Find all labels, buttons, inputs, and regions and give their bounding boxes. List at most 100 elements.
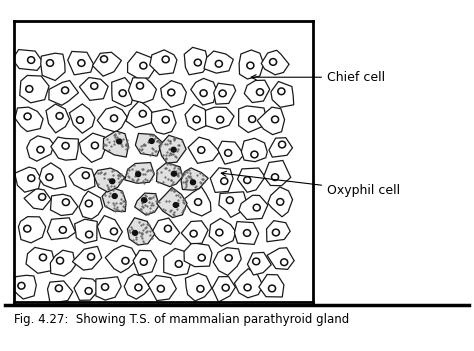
Circle shape: [157, 285, 164, 292]
Circle shape: [169, 91, 173, 94]
Circle shape: [25, 227, 29, 231]
Circle shape: [177, 262, 181, 266]
Polygon shape: [94, 168, 125, 192]
Circle shape: [272, 116, 279, 123]
Circle shape: [225, 254, 232, 261]
Polygon shape: [96, 277, 121, 300]
Circle shape: [123, 259, 128, 263]
Circle shape: [26, 86, 33, 92]
Circle shape: [164, 118, 168, 122]
Circle shape: [164, 58, 168, 61]
Circle shape: [278, 200, 282, 204]
Polygon shape: [50, 194, 78, 216]
Circle shape: [93, 144, 97, 147]
Circle shape: [57, 286, 61, 290]
Circle shape: [268, 285, 276, 292]
Circle shape: [198, 254, 205, 261]
Circle shape: [58, 259, 62, 263]
Circle shape: [85, 200, 92, 207]
Circle shape: [140, 62, 147, 69]
Circle shape: [64, 144, 68, 148]
Polygon shape: [92, 52, 121, 76]
Circle shape: [279, 90, 283, 93]
Polygon shape: [11, 275, 36, 299]
Polygon shape: [268, 187, 292, 217]
Circle shape: [220, 92, 225, 95]
Circle shape: [191, 180, 195, 185]
Polygon shape: [237, 168, 265, 192]
Circle shape: [29, 58, 33, 62]
Polygon shape: [235, 269, 263, 298]
Polygon shape: [128, 77, 156, 103]
Polygon shape: [269, 138, 292, 157]
Circle shape: [159, 287, 163, 291]
Polygon shape: [264, 160, 291, 186]
Polygon shape: [261, 50, 289, 75]
Polygon shape: [75, 219, 97, 243]
Circle shape: [121, 91, 125, 95]
Circle shape: [273, 175, 277, 179]
Circle shape: [200, 90, 207, 97]
Circle shape: [149, 139, 154, 144]
Circle shape: [46, 174, 53, 180]
Circle shape: [162, 56, 169, 63]
Circle shape: [173, 203, 178, 207]
Polygon shape: [112, 78, 134, 107]
Circle shape: [198, 147, 205, 153]
Circle shape: [193, 116, 201, 123]
Polygon shape: [184, 47, 209, 75]
Circle shape: [281, 259, 288, 266]
Circle shape: [166, 227, 170, 231]
Polygon shape: [239, 50, 264, 79]
Circle shape: [133, 231, 137, 235]
Polygon shape: [97, 216, 122, 241]
Circle shape: [112, 230, 116, 233]
Circle shape: [27, 87, 31, 91]
Polygon shape: [218, 141, 244, 164]
Polygon shape: [47, 281, 73, 304]
Polygon shape: [213, 248, 241, 276]
Circle shape: [38, 193, 46, 200]
Circle shape: [63, 88, 67, 92]
Circle shape: [140, 259, 147, 265]
Circle shape: [92, 84, 96, 88]
Circle shape: [217, 62, 221, 66]
Circle shape: [136, 172, 141, 177]
Circle shape: [194, 199, 202, 205]
Circle shape: [253, 204, 260, 211]
Circle shape: [18, 282, 25, 289]
Circle shape: [245, 231, 249, 235]
Polygon shape: [161, 81, 186, 107]
Circle shape: [64, 200, 68, 204]
Polygon shape: [185, 273, 212, 301]
Circle shape: [222, 179, 226, 183]
Polygon shape: [135, 193, 159, 215]
Circle shape: [87, 233, 91, 236]
Circle shape: [244, 284, 251, 291]
Polygon shape: [209, 218, 236, 246]
Polygon shape: [18, 217, 46, 243]
Circle shape: [196, 200, 200, 204]
Circle shape: [100, 56, 108, 62]
Circle shape: [112, 194, 117, 198]
Circle shape: [221, 178, 228, 185]
Circle shape: [219, 90, 226, 97]
Polygon shape: [51, 137, 78, 160]
Circle shape: [168, 89, 175, 96]
Circle shape: [190, 230, 197, 237]
Circle shape: [194, 59, 201, 66]
Polygon shape: [20, 75, 49, 103]
Circle shape: [88, 253, 95, 260]
Polygon shape: [136, 133, 163, 156]
Circle shape: [226, 197, 234, 204]
Circle shape: [139, 110, 146, 117]
Circle shape: [225, 150, 232, 156]
Polygon shape: [103, 131, 128, 157]
Polygon shape: [105, 245, 137, 273]
Circle shape: [217, 116, 224, 123]
Polygon shape: [47, 218, 76, 240]
Circle shape: [112, 117, 116, 120]
Circle shape: [41, 256, 45, 259]
Circle shape: [162, 117, 169, 123]
Circle shape: [24, 113, 31, 120]
